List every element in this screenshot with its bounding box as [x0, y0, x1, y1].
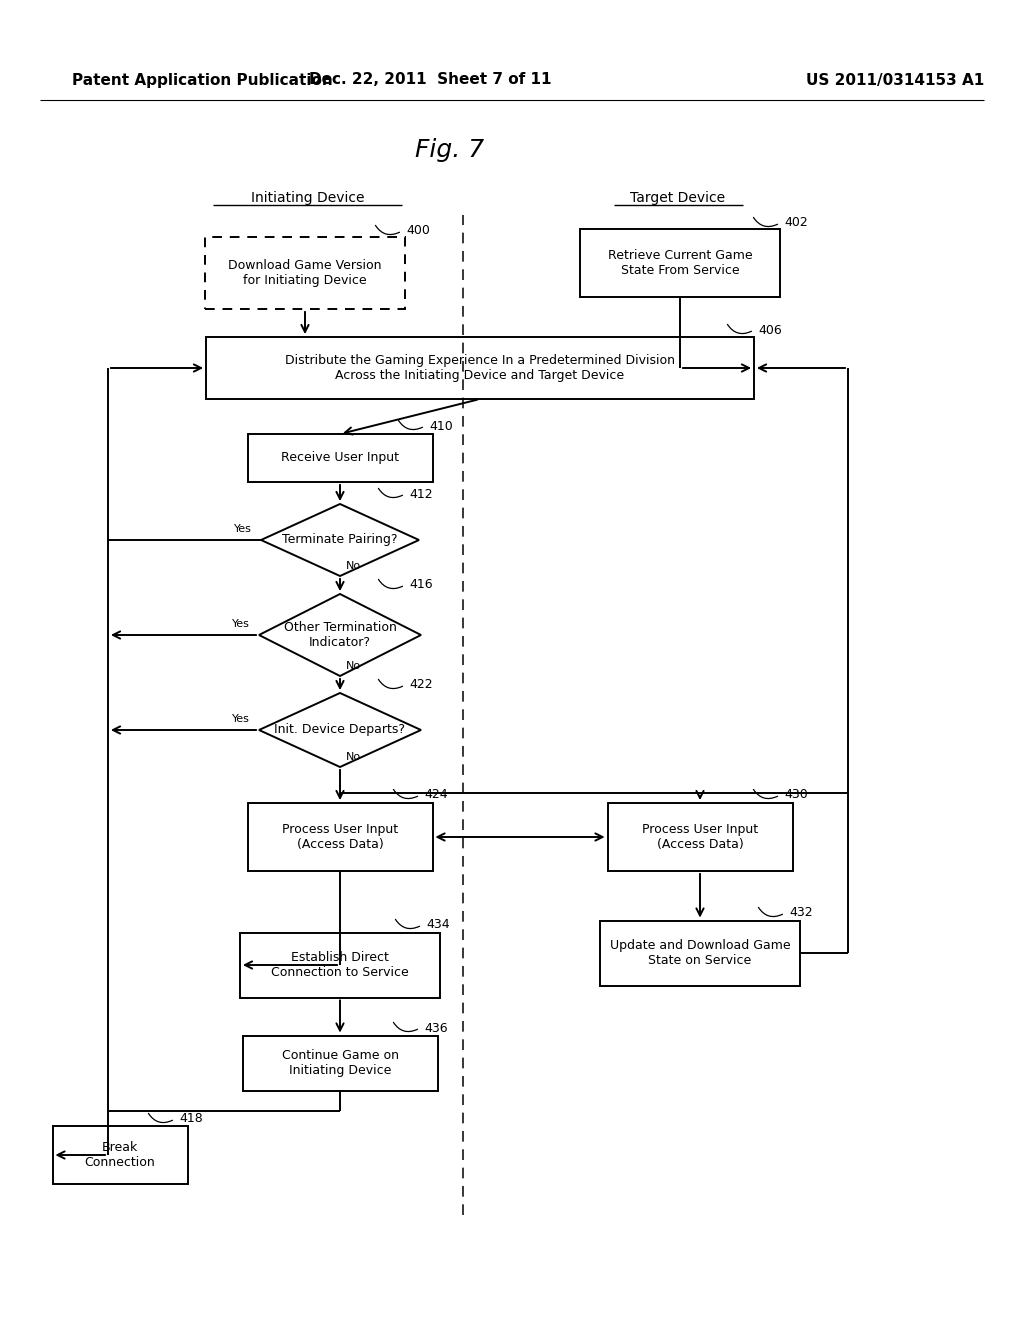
Text: 412: 412: [409, 487, 432, 500]
Text: Target Device: Target Device: [631, 191, 726, 205]
Text: Download Game Version
for Initiating Device: Download Game Version for Initiating Dev…: [228, 259, 382, 286]
Text: 416: 416: [409, 578, 432, 591]
Bar: [580, 228, 780, 297]
Text: Retrieve Current Game
State From Service: Retrieve Current Game State From Service: [607, 249, 753, 277]
Text: Process User Input
(Access Data): Process User Input (Access Data): [642, 822, 758, 851]
Text: Receive User Input: Receive User Input: [281, 451, 399, 465]
Text: 432: 432: [790, 907, 813, 920]
Text: 430: 430: [784, 788, 808, 801]
Text: Dec. 22, 2011  Sheet 7 of 11: Dec. 22, 2011 Sheet 7 of 11: [309, 73, 551, 87]
Text: No: No: [345, 752, 360, 762]
Text: Fig. 7: Fig. 7: [416, 139, 484, 162]
Text: Initiating Device: Initiating Device: [251, 191, 365, 205]
Text: Patent Application Publication: Patent Application Publication: [72, 73, 333, 87]
Text: US 2011/0314153 A1: US 2011/0314153 A1: [806, 73, 984, 87]
Polygon shape: [261, 504, 419, 576]
Bar: [52, 1126, 187, 1184]
Text: Other Termination
Indicator?: Other Termination Indicator?: [284, 620, 396, 649]
Text: Yes: Yes: [232, 714, 250, 723]
Bar: [248, 434, 432, 482]
Text: 422: 422: [409, 678, 432, 692]
Text: 402: 402: [784, 216, 808, 230]
Text: Break
Connection: Break Connection: [85, 1140, 156, 1170]
Text: 410: 410: [429, 420, 453, 433]
Bar: [243, 1035, 437, 1090]
Text: No: No: [345, 561, 360, 572]
Text: Process User Input
(Access Data): Process User Input (Access Data): [282, 822, 398, 851]
Text: Yes: Yes: [232, 619, 250, 630]
Text: 406: 406: [758, 323, 781, 337]
Text: Distribute the Gaming Experience In a Predetermined Division
Across the Initiati: Distribute the Gaming Experience In a Pr…: [285, 354, 675, 381]
Text: Continue Game on
Initiating Device: Continue Game on Initiating Device: [282, 1049, 398, 1077]
Text: No: No: [345, 661, 360, 671]
Polygon shape: [259, 693, 421, 767]
Bar: [206, 337, 754, 399]
Text: 418: 418: [179, 1113, 203, 1126]
Polygon shape: [259, 594, 421, 676]
Bar: [240, 932, 440, 998]
Text: 434: 434: [426, 919, 450, 932]
Text: 400: 400: [406, 224, 430, 238]
Text: 424: 424: [424, 788, 447, 801]
Bar: [607, 803, 793, 871]
Bar: [205, 238, 406, 309]
Text: Terminate Pairing?: Terminate Pairing?: [283, 533, 397, 546]
Text: Update and Download Game
State on Service: Update and Download Game State on Servic…: [609, 939, 791, 968]
Bar: [248, 803, 432, 871]
Text: Yes: Yes: [234, 524, 252, 535]
Text: 436: 436: [424, 1022, 447, 1035]
Text: Init. Device Departs?: Init. Device Departs?: [274, 723, 406, 737]
Bar: [600, 920, 800, 986]
Text: Establish Direct
Connection to Service: Establish Direct Connection to Service: [271, 950, 409, 979]
